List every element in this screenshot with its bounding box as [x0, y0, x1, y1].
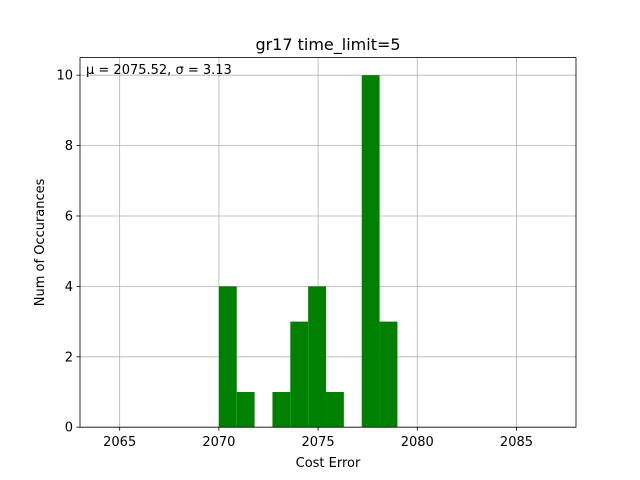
x-tick-label: 2075 — [302, 435, 335, 450]
histogram-bar — [308, 286, 327, 428]
y-tick-label: 10 — [56, 69, 73, 84]
stats-annotation: μ = 2075.52, σ = 3.13 — [86, 63, 232, 78]
y-tick-label: 8 — [65, 139, 73, 154]
y-tick-label: 6 — [65, 210, 73, 225]
histogram-bar — [290, 321, 309, 428]
x-axis-label: Cost Error — [296, 456, 361, 471]
histogram-bar — [218, 286, 237, 428]
histogram-bar — [272, 392, 291, 428]
grid-lines — [80, 57, 576, 428]
histogram-bars — [218, 75, 398, 428]
x-tick-label: 2085 — [500, 435, 533, 450]
y-tick-label: 4 — [65, 280, 73, 295]
y-tick-label: 0 — [65, 421, 73, 436]
y-axis-label: Num of Occurances — [33, 178, 48, 306]
histogram-bar — [361, 75, 380, 428]
chart-title: gr17 time_limit=5 — [255, 35, 400, 55]
y-axis-ticks: 0 2 4 6 8 10 — [56, 69, 80, 436]
x-tick-label: 2065 — [103, 435, 136, 450]
histogram-bar — [326, 392, 344, 428]
histogram-bar — [236, 392, 255, 428]
x-axis-ticks: 2065 2070 2075 2080 2085 — [103, 427, 533, 450]
x-tick-label: 2080 — [401, 435, 434, 450]
plot-area-frame — [79, 57, 577, 428]
y-tick-label: 2 — [65, 350, 73, 365]
x-tick-label: 2070 — [202, 435, 235, 450]
histogram-bar — [379, 321, 398, 428]
